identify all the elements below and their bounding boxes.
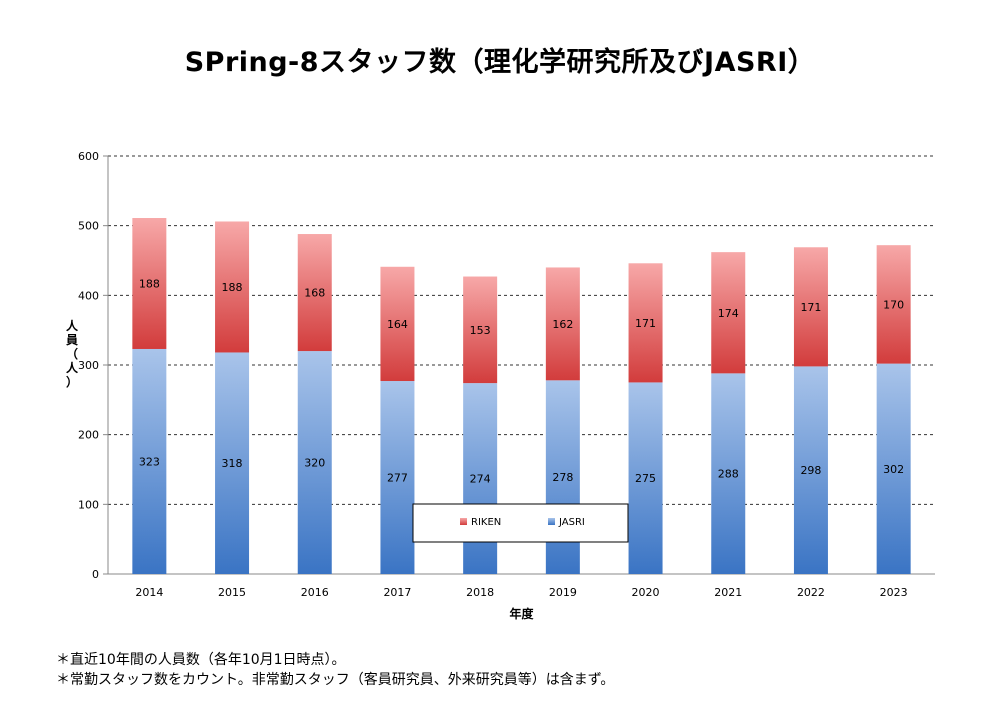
stacked-bar-chart: 0 100 200 300 400 500 600 人員（人） 年度 323 188 2014 318… xyxy=(65,150,935,621)
data-label-jasri: 275 xyxy=(635,472,656,485)
footnote-1: ＊直近10年間の人員数（各年10月1日時点）。 xyxy=(56,652,346,668)
y-tick-label: 500 xyxy=(78,220,99,233)
footnotes: ＊直近10年間の人員数（各年10月1日時点）。 ＊常勤スタッフ数をカウント。非常… xyxy=(56,650,614,690)
x-tick-label: 2022 xyxy=(797,586,825,599)
x-tick-label: 2015 xyxy=(218,586,246,599)
y-tick-label: 300 xyxy=(78,359,99,372)
data-label-riken: 168 xyxy=(304,287,325,300)
legend-swatch-jasri xyxy=(548,518,555,525)
bar-riken xyxy=(793,247,828,367)
x-axis-title: 年度 xyxy=(509,606,534,621)
bar-jasri xyxy=(215,352,250,574)
data-label-riken: 188 xyxy=(139,277,160,290)
legend-label-jasri: JASRI xyxy=(558,517,585,528)
bar-jasri xyxy=(711,373,746,574)
data-label-jasri: 318 xyxy=(222,457,243,470)
data-label-riken: 170 xyxy=(883,298,904,311)
x-tick-label: 2023 xyxy=(880,586,908,599)
bar-riken xyxy=(380,266,415,382)
legend-label-riken: RIKEN xyxy=(471,517,501,528)
x-tick-label: 2016 xyxy=(301,586,329,599)
x-tick-label: 2017 xyxy=(383,586,411,599)
page-title: SPring-8スタッフ数（理化学研究所及びJASRI） xyxy=(184,47,816,78)
data-label-riken: 188 xyxy=(222,281,243,294)
x-tick-label: 2019 xyxy=(549,586,577,599)
legend-box xyxy=(412,503,629,543)
bar-riken xyxy=(132,218,167,349)
x-tick-label: 2018 xyxy=(466,586,494,599)
data-label-jasri: 298 xyxy=(800,464,821,477)
data-label-jasri: 320 xyxy=(304,457,325,470)
bar-jasri xyxy=(297,351,332,574)
data-label-jasri: 288 xyxy=(718,468,739,481)
bar-riken xyxy=(463,276,498,384)
data-label-riken: 164 xyxy=(387,318,408,331)
data-label-jasri: 277 xyxy=(387,472,408,485)
data-label-jasri: 302 xyxy=(883,463,904,476)
x-tick-label: 2020 xyxy=(632,586,660,599)
y-tick-label: 200 xyxy=(78,429,99,442)
legend-swatch-riken xyxy=(460,518,467,525)
bar-riken xyxy=(876,245,911,364)
y-tick-label: 0 xyxy=(92,568,99,581)
y-tick-label: 600 xyxy=(78,150,99,163)
bar-jasri xyxy=(380,381,415,574)
x-tick-label: 2014 xyxy=(135,586,163,599)
data-label-riken: 171 xyxy=(635,317,656,330)
data-label-riken: 162 xyxy=(552,318,573,331)
x-tick-label: 2021 xyxy=(714,586,742,599)
bar-jasri xyxy=(628,382,663,574)
y-tick-label: 100 xyxy=(78,498,99,511)
data-label-jasri: 278 xyxy=(552,471,573,484)
y-tick-label: 400 xyxy=(78,289,99,302)
y-axis-title: 人員（人） xyxy=(65,318,79,389)
bar-riken xyxy=(215,221,250,353)
bar-riken xyxy=(628,263,663,383)
data-label-riken: 174 xyxy=(718,307,739,320)
data-label-jasri: 323 xyxy=(139,455,160,468)
bar-riken xyxy=(711,252,746,374)
bar-jasri xyxy=(132,348,167,574)
footnote-2: ＊常勤スタッフ数をカウント。非常勤スタッフ（客員研究員、外来研究員等）は含まず。 xyxy=(56,672,615,688)
data-label-riken: 171 xyxy=(800,301,821,314)
bar-riken xyxy=(297,234,332,352)
data-label-riken: 153 xyxy=(470,324,491,337)
bar-jasri xyxy=(793,366,828,574)
bar-jasri xyxy=(876,363,911,574)
data-label-jasri: 274 xyxy=(470,473,491,486)
bar-riken xyxy=(545,267,580,381)
